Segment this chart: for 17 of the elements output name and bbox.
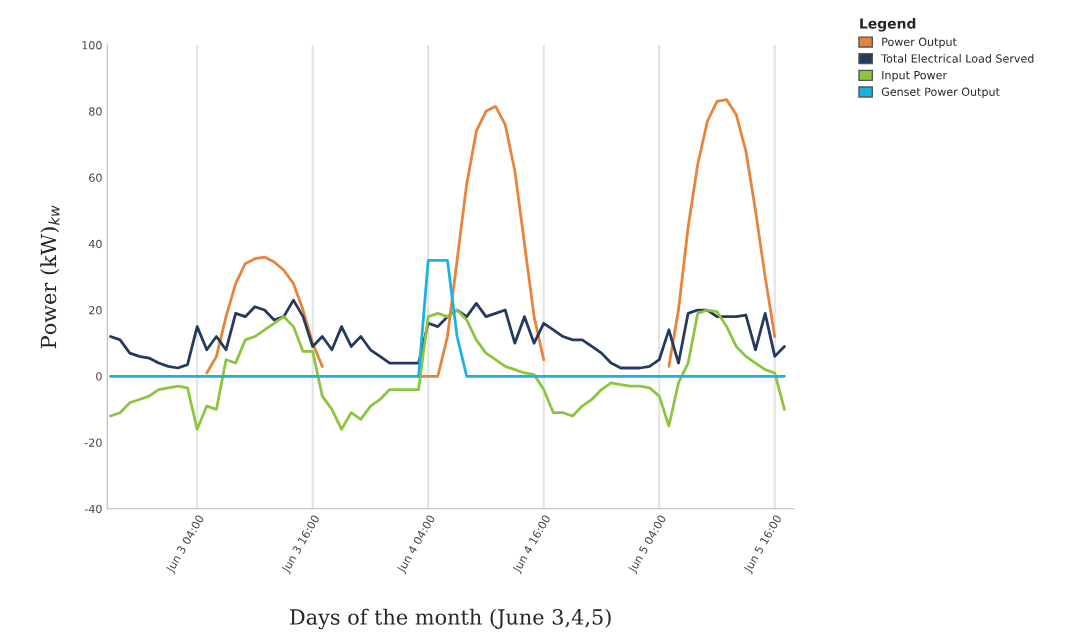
legend-label: Input Power — [882, 71, 948, 82]
y-tick-label: 20 — [89, 306, 102, 315]
y-tick-label: 60 — [89, 173, 102, 182]
legend-label: Genset Power Output — [881, 87, 1000, 99]
y-tick-label: 80 — [89, 107, 102, 116]
legend-label: Total Electrical Load Served — [881, 54, 1034, 63]
line-series — [109, 298, 786, 370]
line-series — [109, 308, 786, 431]
x-axis-title: Days of the month (June 3,4,5) — [290, 608, 611, 630]
y-tick-label: 40 — [88, 239, 102, 249]
y-tick-label: 100 — [82, 41, 102, 50]
y-axis-title: Power (kW)$_{kw}$ — [40, 205, 60, 349]
y-tick-label: -20 — [84, 438, 102, 447]
legend-label: Power Output — [882, 37, 957, 49]
y-tick-label: 0 — [96, 372, 102, 381]
y-tick-label: -40 — [84, 504, 102, 514]
legend-title: Legend — [860, 17, 916, 32]
